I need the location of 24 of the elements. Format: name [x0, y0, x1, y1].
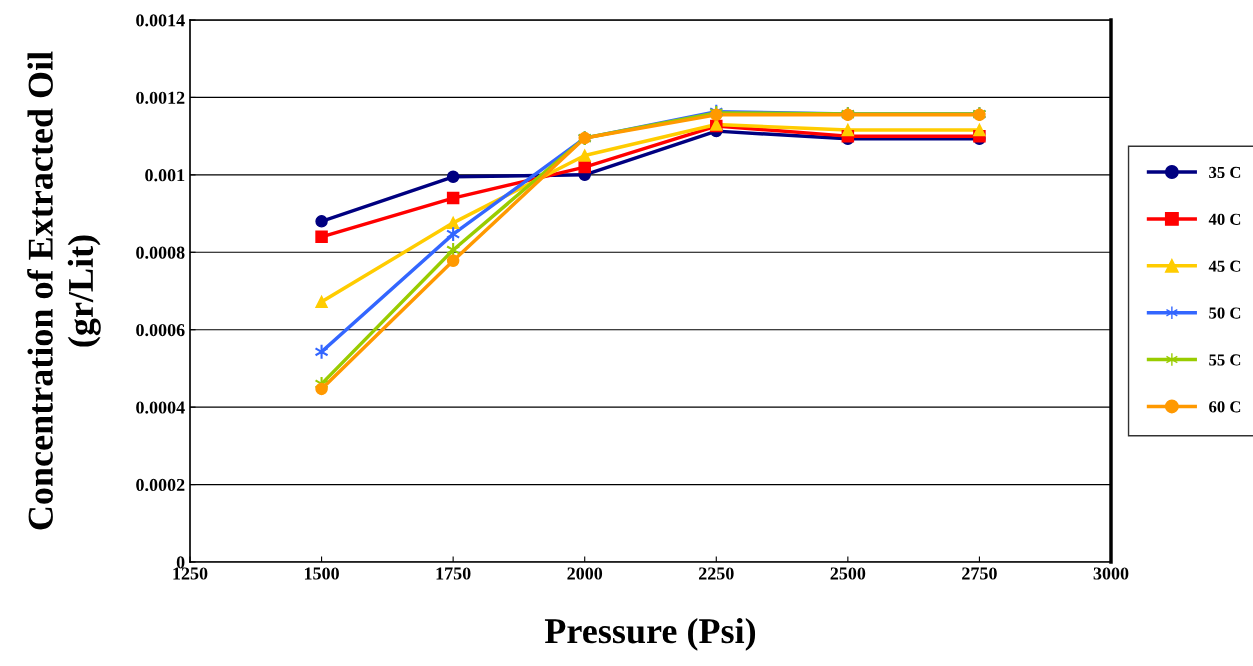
y-tick-label: 0.0008: [136, 246, 185, 259]
legend-label: 35 C: [1209, 166, 1241, 179]
x-tick-label: 1250: [173, 567, 208, 580]
y-tick-label: 0.0004: [136, 401, 185, 414]
y-tick-label: 0.0012: [136, 91, 185, 104]
x-tick-label: 2000: [567, 567, 603, 580]
legend-label: 50 C: [1209, 307, 1241, 319]
x-tick-label: 1500: [304, 567, 339, 580]
legend-label: 40 C: [1208, 213, 1241, 225]
y-tick-label: 0.0014: [136, 14, 185, 27]
x-tick-label: 2750: [962, 567, 997, 580]
x-tick-label: 2500: [830, 567, 866, 580]
y-tick-label: 0.001: [145, 169, 185, 182]
legend-label: 45 C: [1208, 260, 1241, 272]
y-axis-title: Concentration of Extracted Oil (gr/Lit): [27, 51, 101, 530]
x-axis-title: Pressure (Psi): [544, 617, 756, 651]
y-tick-label: 0.0002: [136, 478, 185, 492]
x-tick-label: 1750: [436, 567, 471, 580]
y-tick-label: 0.0006: [136, 323, 185, 337]
y-tick-label: 0: [176, 556, 185, 569]
x-tick-label: 3000: [1093, 567, 1129, 580]
legend-label: 55 C: [1209, 354, 1241, 366]
x-tick-label: 2250: [698, 567, 734, 580]
legend-label: 60 C: [1209, 401, 1241, 413]
